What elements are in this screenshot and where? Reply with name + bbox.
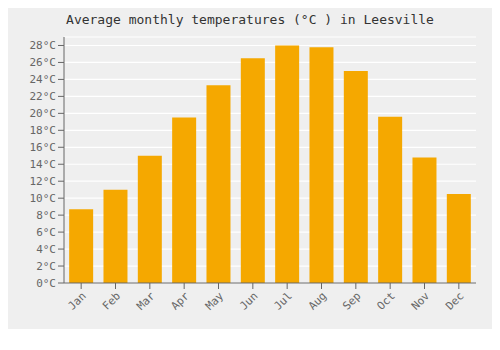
svg-text:Aug: Aug — [306, 289, 329, 312]
svg-text:Apr: Apr — [169, 289, 193, 313]
svg-text:Dec: Dec — [443, 289, 466, 312]
svg-text:Feb: Feb — [100, 289, 123, 312]
svg-text:4°C: 4°C — [36, 243, 56, 256]
svg-text:18°C: 18°C — [30, 124, 57, 137]
svg-text:26°C: 26°C — [30, 56, 57, 69]
svg-text:Jan: Jan — [66, 289, 89, 312]
svg-text:0°C: 0°C — [36, 277, 56, 290]
svg-text:Nov: Nov — [409, 289, 433, 313]
svg-text:28°C: 28°C — [30, 39, 57, 52]
svg-text:Sep: Sep — [340, 289, 363, 312]
svg-text:20°C: 20°C — [30, 107, 57, 120]
svg-text:Mar: Mar — [134, 289, 158, 313]
svg-text:Oct: Oct — [375, 289, 398, 312]
svg-text:2°C: 2°C — [36, 260, 56, 273]
svg-text:Jul: Jul — [272, 289, 295, 312]
svg-text:24°C: 24°C — [30, 73, 57, 86]
html-text:Average monthly temperatures (: Average monthly temperatures (°C ) in Le… — [66, 12, 434, 27]
svg-text:10°C: 10°C — [30, 192, 57, 205]
svg-text:16°C: 16°C — [30, 141, 57, 154]
svg-text:May: May — [203, 289, 227, 313]
svg-text:6°C: 6°C — [36, 226, 56, 239]
svg-text:12°C: 12°C — [30, 175, 57, 188]
svg-text:Jun: Jun — [237, 289, 260, 312]
svg-text:8°C: 8°C — [36, 209, 56, 222]
svg-text:14°C: 14°C — [30, 158, 57, 171]
svg-text:22°C: 22°C — [30, 90, 57, 103]
